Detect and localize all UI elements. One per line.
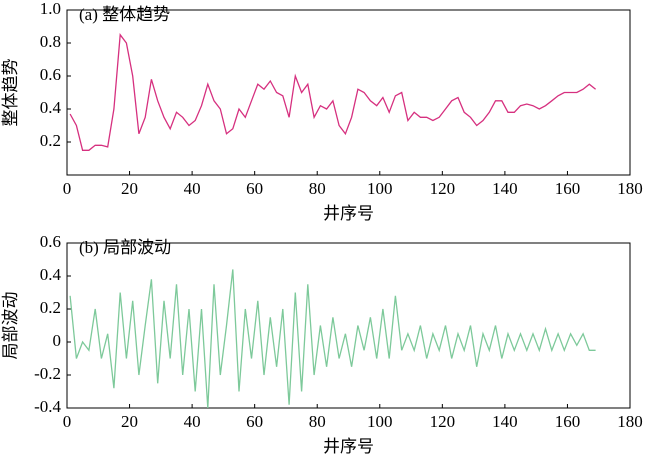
y-tick-label: 0.2 — [40, 131, 61, 150]
y-tick-label: 0.2 — [40, 298, 61, 317]
chart-title: (a) 整体趋势 — [79, 5, 170, 24]
x-tick-label: 140 — [492, 179, 518, 198]
x-tick-label: 40 — [184, 412, 201, 431]
data-line — [69, 269, 596, 409]
plot-frame — [66, 9, 631, 176]
x-axis-label: 井序号 — [323, 437, 374, 456]
y-tick-label: 1.0 — [40, 0, 61, 18]
data-line — [69, 33, 597, 151]
x-tick-label: 0 — [63, 412, 72, 431]
y-tick-label: 0.4 — [40, 98, 62, 117]
plot-frame — [66, 242, 631, 409]
x-tick-label: 120 — [430, 179, 456, 198]
y-tick-label: 0.4 — [40, 265, 62, 284]
x-tick-label: 120 — [430, 412, 456, 431]
y-tick-label: -0.2 — [34, 364, 61, 383]
x-tick-label: 140 — [492, 412, 518, 431]
x-tick-label: 180 — [617, 412, 643, 431]
x-tick-label: 160 — [555, 412, 581, 431]
chart-title: (b) 局部波动 — [79, 238, 171, 257]
x-tick-label: 100 — [367, 412, 393, 431]
x-tick-label: 160 — [555, 179, 581, 198]
y-tick-label: 0.6 — [40, 232, 61, 251]
x-tick-label: 100 — [367, 179, 393, 198]
x-tick-label: 0 — [63, 179, 72, 198]
x-tick-label: 20 — [121, 412, 138, 431]
x-tick-label: 60 — [246, 179, 263, 198]
x-tick-label: 180 — [617, 179, 643, 198]
x-axis-label: 井序号 — [323, 204, 374, 223]
y-tick-label: 0.8 — [40, 32, 61, 51]
x-tick-label: 40 — [184, 179, 201, 198]
x-tick-label: 80 — [309, 179, 326, 198]
y-axis-label: 整体趋势 — [1, 59, 20, 127]
y-axis-label: 局部波动 — [1, 292, 20, 360]
y-tick-label: 0 — [53, 331, 62, 350]
x-tick-label: 20 — [121, 179, 138, 198]
y-tick-label: 0.6 — [40, 65, 61, 84]
x-tick-label: 60 — [246, 412, 263, 431]
y-tick-label: -0.4 — [34, 397, 61, 416]
x-tick-label: 80 — [309, 412, 326, 431]
